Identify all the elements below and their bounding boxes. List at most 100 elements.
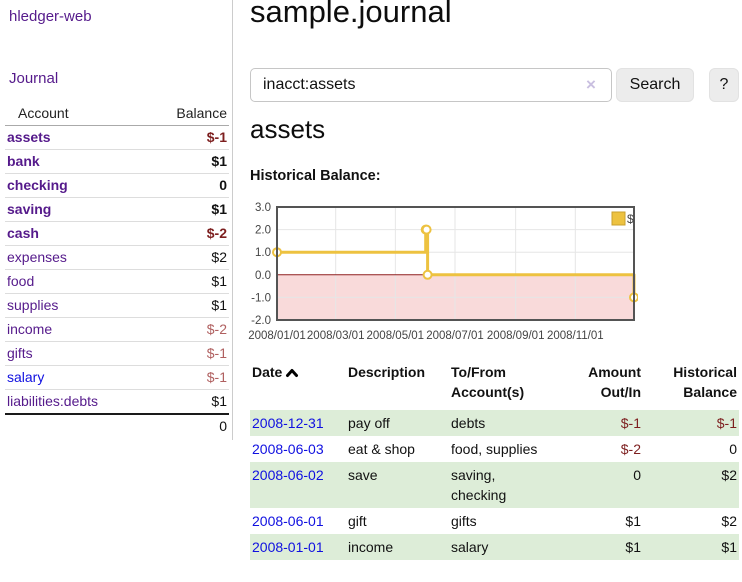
account-row: liabilities:debts $1: [5, 389, 229, 415]
transaction-row: 2008-06-02 save saving, checking 0 $2: [250, 462, 739, 508]
svg-text:3.0: 3.0: [255, 202, 271, 214]
transaction-date-link[interactable]: 2008-06-01: [252, 513, 324, 529]
svg-text:2.0: 2.0: [255, 225, 271, 237]
transaction-date-link[interactable]: 2008-12-31: [252, 415, 324, 431]
svg-text:1.0: 1.0: [255, 247, 271, 259]
register-table: Date Description To/From Account(s) Amou…: [250, 360, 739, 560]
account-balance: $-1: [147, 365, 229, 390]
account-balance: 0: [147, 173, 229, 198]
account-row: checking 0: [5, 173, 229, 198]
app-brand-link[interactable]: hledger-web: [9, 8, 92, 25]
sidebar: hledger-web Journal Account Balance asse…: [0, 0, 233, 440]
account-link[interactable]: income: [7, 321, 53, 337]
transaction-description: save: [346, 462, 449, 508]
accounts-table-header: Account Balance: [5, 102, 229, 126]
account-link[interactable]: expenses: [7, 249, 67, 265]
transaction-amount: $1: [625, 513, 641, 529]
main-content: sample.journal × Search ? assets Histori…: [248, 0, 739, 582]
account-row: assets $-1: [5, 125, 229, 150]
svg-text:2008/03/01: 2008/03/01: [307, 330, 365, 342]
transaction-row: 2008-12-31 pay off debts $-1 $-1: [250, 410, 739, 436]
transaction-accounts: debts: [449, 410, 549, 436]
account-link[interactable]: liabilities:debts: [7, 393, 99, 409]
transaction-balance: $-1: [643, 410, 739, 436]
svg-text:2008/09/01: 2008/09/01: [487, 330, 545, 342]
account-row: supplies $1: [5, 293, 229, 318]
balance-chart[interactable]: 3.0 2.0 1.0 0.0 -1.0 -2.0 2008/01/01 2008/03/01…: [240, 198, 639, 344]
accounts-table: Account Balance assets $-1 bank $1 check…: [5, 102, 229, 438]
transaction-accounts: food, supplies: [451, 441, 538, 457]
transaction-amount: $1: [549, 534, 643, 560]
account-balance: $-1: [147, 125, 229, 150]
account-balance: $-2: [147, 221, 229, 246]
date-column-header[interactable]: Date: [250, 360, 346, 410]
transaction-accounts: saving, checking: [449, 462, 549, 508]
transaction-accounts: salary: [449, 534, 549, 560]
account-link[interactable]: supplies: [7, 297, 59, 313]
account-link[interactable]: saving: [7, 201, 52, 217]
search-input[interactable]: [250, 68, 612, 102]
sidebar-item-journal[interactable]: Journal: [9, 70, 59, 87]
account-balance: $2: [147, 245, 229, 270]
account-link[interactable]: salary: [7, 369, 45, 385]
account-row: cash $-2: [5, 221, 229, 246]
search-button[interactable]: Search: [616, 68, 694, 102]
svg-text:2008/11/01: 2008/11/01: [547, 330, 604, 342]
svg-text:2008/05/01: 2008/05/01: [367, 330, 425, 342]
transaction-date-link[interactable]: 2008-06-02: [252, 467, 324, 483]
account-balance: $1: [147, 293, 229, 318]
svg-text:0.0: 0.0: [255, 270, 271, 282]
transaction-balance: $2: [643, 462, 739, 508]
transaction-date-link[interactable]: 2008-06-03: [252, 441, 324, 457]
account-row: food $1: [5, 269, 229, 294]
transaction-description: eat & shop: [348, 441, 415, 457]
historical-balance-column-header: Historical Balance: [673, 364, 737, 400]
account-balance: $1: [147, 269, 229, 294]
account-link[interactable]: assets: [7, 129, 51, 145]
account-balance: $-1: [147, 341, 229, 366]
transaction-description: income: [346, 534, 449, 560]
account-row: gifts $-1: [5, 341, 229, 366]
search-form: × Search ?: [250, 68, 739, 102]
account-link[interactable]: cash: [7, 225, 39, 241]
description-column-header: Description: [348, 364, 426, 380]
transaction-row: 2008-06-03 eat & shop food, supplies $-2…: [250, 436, 739, 462]
account-row: salary $-1: [5, 365, 229, 390]
account-link[interactable]: bank: [7, 153, 40, 169]
svg-text:-2.0: -2.0: [251, 315, 271, 327]
transaction-row: 2008-01-01 income salary $1 $1: [250, 534, 739, 560]
register-header-row: Date Description To/From Account(s) Amou…: [250, 360, 739, 410]
transaction-description: gift: [348, 513, 367, 529]
transaction-balance: $2: [721, 513, 737, 529]
svg-text:-1.0: -1.0: [251, 292, 271, 304]
account-row: saving $1: [5, 197, 229, 222]
account-balance: $1: [147, 197, 229, 222]
account-row: expenses $2: [5, 245, 229, 270]
transaction-amount: $-2: [620, 441, 641, 457]
clear-search-icon[interactable]: ×: [586, 75, 596, 94]
transaction-amount: 0: [549, 462, 643, 508]
account-balance: $-2: [147, 317, 229, 342]
transaction-balance: $1: [643, 534, 739, 560]
accounts-column-header: To/From Account(s): [451, 364, 525, 400]
account-link[interactable]: food: [7, 273, 35, 289]
transaction-description: pay off: [346, 410, 449, 436]
svg-text:$: $: [627, 212, 634, 226]
svg-text:2008/07/01: 2008/07/01: [426, 330, 484, 342]
sort-ascending-icon: [285, 363, 299, 383]
page-title: sample.journal: [250, 0, 452, 29]
transaction-balance: 0: [729, 441, 737, 457]
help-button[interactable]: ?: [709, 68, 739, 102]
account-column-header: Account: [5, 102, 148, 126]
account-link[interactable]: checking: [7, 177, 68, 193]
account-link[interactable]: gifts: [7, 345, 33, 361]
transaction-date-link[interactable]: 2008-01-01: [252, 539, 324, 555]
balance-column-header: Balance: [147, 102, 229, 126]
accounts-total-value: 0: [147, 413, 229, 438]
amount-column-header: Amount Out/In: [588, 364, 641, 400]
chart-label: Historical Balance:: [250, 168, 381, 184]
account-balance: $1: [147, 389, 229, 415]
transaction-amount: $-1: [549, 410, 643, 436]
transaction-row: 2008-06-01 gift gifts $1 $2: [250, 508, 739, 534]
svg-text:2008/01/01: 2008/01/01: [248, 330, 306, 342]
